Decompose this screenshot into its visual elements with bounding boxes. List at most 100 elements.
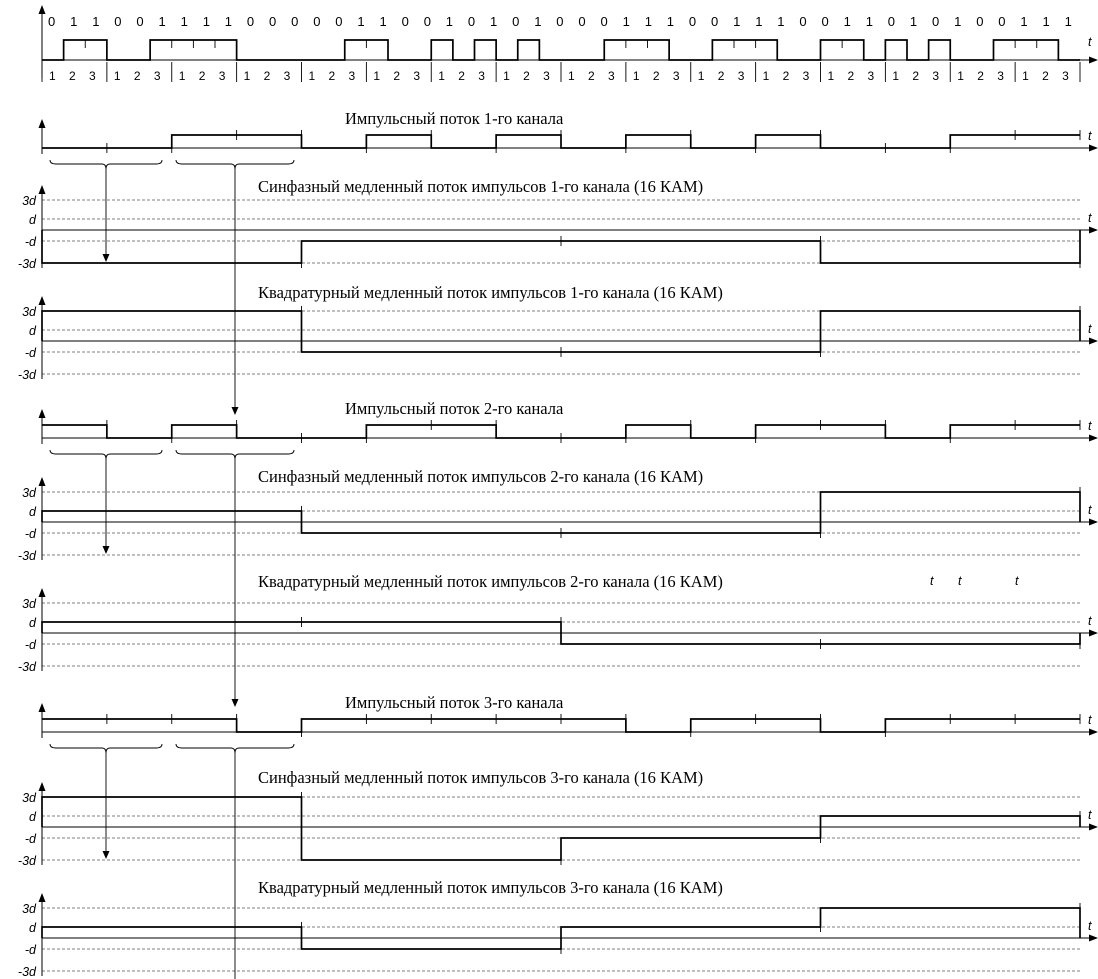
stray-time-label: t [958, 574, 962, 588]
channel-2-inphase-level-label: d [29, 505, 37, 519]
slot-number: 3 [478, 69, 485, 83]
slot-number: 1 [244, 69, 251, 83]
input-bit-label: 0 [711, 14, 718, 29]
channel-2-inphase-level-label: -d [25, 527, 37, 541]
input-bit-label: 1 [159, 14, 166, 29]
channel-3-pulse-axis-arrowhead [1089, 728, 1098, 736]
channel-1-inphase-level-label: -d [25, 235, 37, 249]
channel-2-quadrature-axis-arrowhead [1089, 629, 1098, 637]
input-bit-label: 1 [910, 14, 917, 29]
channel-3-group-brace [49, 743, 163, 754]
channel-2-quadrature-level-waveform [41, 621, 1081, 645]
channel-2-pulse-axis-arrowhead [1089, 434, 1098, 442]
input-bit-label: 0 [932, 14, 939, 29]
channel-2-inphase-amplitude-arrowhead [38, 477, 46, 486]
channel-2-quadrature-level-label: -d [25, 638, 37, 652]
slot-number: 2 [523, 69, 530, 83]
slot-number: 2 [783, 69, 790, 83]
slot-number: 1 [828, 69, 835, 83]
input-bit-label: 1 [380, 14, 387, 29]
input-bit-label: 0 [335, 14, 342, 29]
input-bit-label: 0 [291, 14, 298, 29]
input-bit-label: 1 [954, 14, 961, 29]
slot-number: 3 [868, 69, 875, 83]
slot-number: 2 [458, 69, 465, 83]
input-bit-label: 1 [446, 14, 453, 29]
channel-1-inphase-level-label: d [29, 213, 37, 227]
slot-number: 2 [69, 69, 76, 83]
slot-number: 1 [503, 69, 510, 83]
channel-3-quadrature-level-waveform [41, 907, 1081, 950]
stray-time-label: t [1015, 574, 1019, 588]
input-bit-label: 1 [92, 14, 99, 29]
slot-number: 2 [1042, 69, 1049, 83]
channel-3-group-arrowhead [102, 851, 110, 859]
channel-1-inphase-title: Синфазный медленный поток импульсов 1-го… [258, 177, 703, 196]
input-bit-label: 0 [689, 14, 696, 29]
channel-2-pulse-time-label: t [1088, 419, 1092, 433]
channel-3-inphase-level-label: -d [25, 832, 37, 846]
input-bit-label: 1 [357, 14, 364, 29]
input-bit-label: 0 [468, 14, 475, 29]
slot-number: 2 [588, 69, 595, 83]
channel-3-inphase-level-label: 3d [22, 791, 37, 805]
channel-2-inphase-axis-arrowhead [1089, 518, 1098, 526]
channel-3-inphase-level-label: d [29, 810, 37, 824]
input-bit-label: 1 [203, 14, 210, 29]
slot-number: 2 [718, 69, 725, 83]
channel-3-quadrature-time-label: t [1088, 919, 1092, 933]
channel-3-quadrature-axis-arrowhead [1089, 934, 1098, 942]
channel-1-quadrature-level-label: d [29, 324, 37, 338]
input-bit-label: 0 [556, 14, 563, 29]
slot-number: 1 [633, 69, 640, 83]
input-bit-label: 1 [667, 14, 674, 29]
slot-number: 1 [763, 69, 770, 83]
channel-3-quadrature-title: Квадратурный медленный поток импульсов 3… [258, 878, 723, 897]
input-bit-label: 0 [799, 14, 806, 29]
channel-3-quadrature-level-label: d [29, 921, 37, 935]
slot-number: 1 [957, 69, 964, 83]
channel-3-quadrature-level-label: 3d [22, 902, 37, 916]
channel-2-quadrature-level-label: -3d [18, 660, 37, 674]
slot-number: 3 [997, 69, 1004, 83]
channel-1-inphase-level-label: -3d [18, 257, 37, 271]
channel-1-inphase-level-waveform [41, 230, 1081, 264]
slot-number: 1 [114, 69, 121, 83]
input-bit-label: 1 [777, 14, 784, 29]
input-bit-label: 0 [247, 14, 254, 29]
input-bit-label: 0 [402, 14, 409, 29]
channel-2-pulse-amplitude-arrowhead [38, 409, 46, 418]
input-bit-label: 1 [1065, 14, 1072, 29]
slot-number: 3 [738, 69, 745, 83]
channel-1-group-brace [49, 159, 163, 170]
input-bit-label: 1 [181, 14, 188, 29]
input-bit-label: 1 [755, 14, 762, 29]
channel-1-quadrature-level-label: 3d [22, 305, 37, 319]
slot-number: 1 [49, 69, 56, 83]
channel-1-quadrature-amplitude-arrowhead [38, 296, 46, 305]
channel-3-quadrature-level-label: -d [25, 943, 37, 957]
stray-time-label: t [930, 574, 934, 588]
slot-number: 2 [848, 69, 855, 83]
input-bit-label: 0 [601, 14, 608, 29]
slot-number: 1 [309, 69, 316, 83]
channel-2-pulse-title: Импульсный поток 2-го канала [345, 399, 564, 418]
input-bit-label: 0 [114, 14, 121, 29]
input-bit-label: 1 [1043, 14, 1050, 29]
channel-3-inphase-title: Синфазный медленный поток импульсов 3-го… [258, 768, 703, 787]
channel-1-quadrature-level-label: -d [25, 346, 37, 360]
channel-1-group-arrowhead [231, 407, 239, 415]
channel-3-quadrature-amplitude-arrowhead [38, 893, 46, 902]
channel-1-quadrature-axis-arrowhead [1089, 337, 1098, 345]
slot-number: 3 [932, 69, 939, 83]
input-bit-label: 0 [512, 14, 519, 29]
slot-number: 1 [568, 69, 575, 83]
channel-2-group-brace [49, 449, 163, 460]
slot-number: 3 [608, 69, 615, 83]
input-bit-label: 0 [822, 14, 829, 29]
channel-1-quadrature-level-label: -3d [18, 368, 37, 382]
input-amplitude-arrowhead [38, 5, 46, 14]
channel-2-inphase-level-label: 3d [22, 486, 37, 500]
channel-2-inphase-title: Синфазный медленный поток импульсов 2-го… [258, 467, 703, 486]
